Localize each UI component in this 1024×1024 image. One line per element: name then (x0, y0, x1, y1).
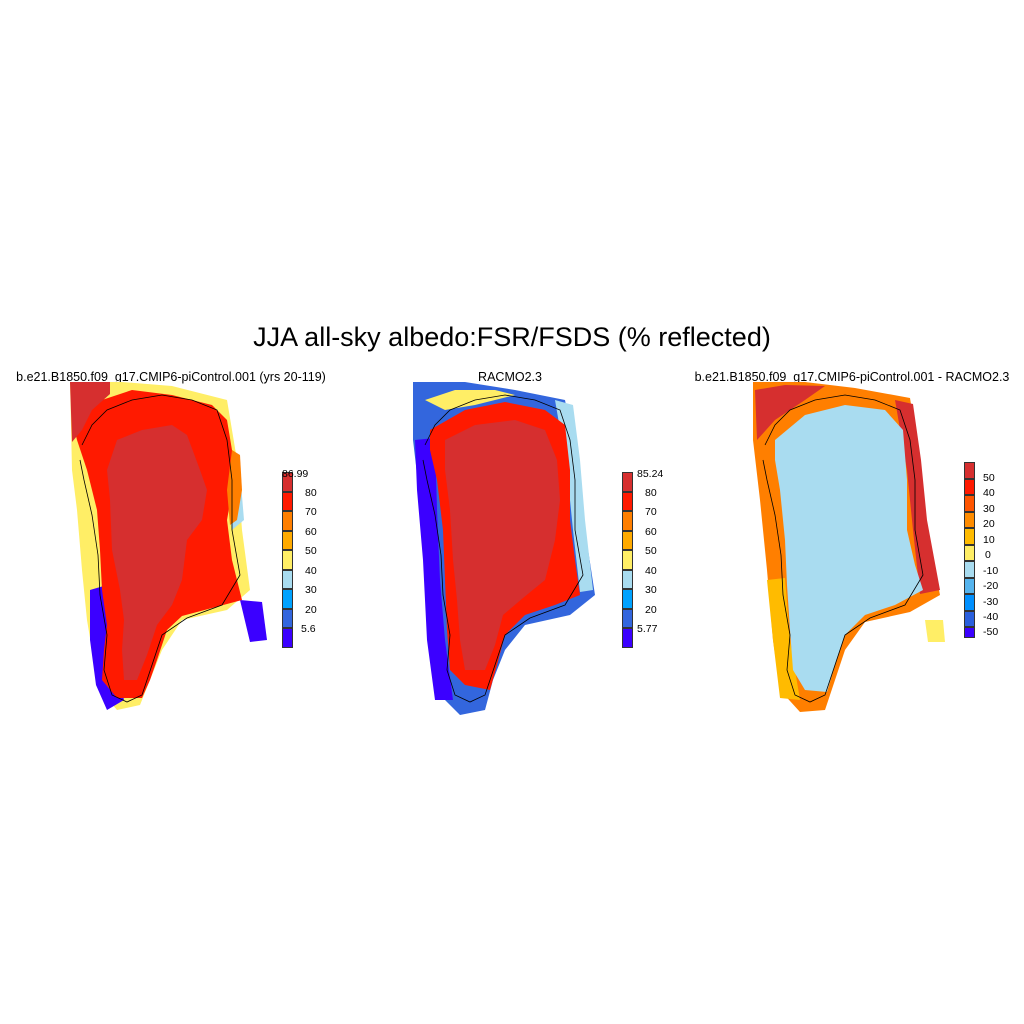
colorbar-swatch (622, 589, 633, 609)
map-coastline (79, 394, 241, 703)
colorbar-label: 50 (305, 545, 317, 557)
colorbar-label: 30 (983, 503, 995, 515)
colorbar-label: -10 (983, 565, 999, 577)
colorbar-label: 85.24 (637, 468, 664, 480)
colorbar-swatch (622, 530, 633, 550)
colorbar-swatch (622, 491, 633, 511)
colorbar-label: 50 (983, 472, 995, 484)
colorbar-label: 80 (305, 487, 317, 499)
colorbar-swatch (964, 478, 975, 495)
colorbar-label: 50 (645, 545, 657, 557)
colorbar-label: 70 (305, 506, 317, 518)
colorbar-label: 20 (983, 518, 995, 530)
colorbar-swatch (282, 511, 293, 531)
colorbar-label: -30 (983, 596, 999, 608)
colorbar-label: -40 (983, 611, 999, 623)
colorbar-swatch (282, 491, 293, 511)
colorbar-label: 40 (305, 565, 317, 577)
colorbar-label: 20 (305, 604, 317, 616)
colorbar-swatch (622, 472, 633, 492)
map-interior-zone (775, 405, 923, 692)
colorbar-swatch (964, 610, 975, 627)
figure-title: JJA all-sky albedo:FSR/FSDS (% reflected… (253, 322, 771, 352)
map-coastline (422, 394, 584, 703)
map-coastline (762, 394, 924, 703)
colorbar-swatch (622, 550, 633, 570)
colorbar-label: -20 (983, 580, 999, 592)
colorbar-swatch (282, 608, 293, 628)
colorbar-swatch (282, 550, 293, 570)
panel-title-difference: b.e21.B1850.f09_g17.CMIP6-piControl.001 … (694, 370, 1010, 384)
colorbar-swatch (964, 495, 975, 512)
colorbar-label: 80 (645, 487, 657, 499)
colorbar-swatch (964, 544, 975, 561)
colorbar-swatch (964, 462, 975, 479)
colorbar-label: 30 (645, 584, 657, 596)
colorbar-swatch (964, 561, 975, 578)
colorbar-swatch (964, 594, 975, 611)
colorbar-label: 60 (305, 526, 317, 538)
colorbar-swatch (622, 511, 633, 531)
greenland-map-racmo (413, 382, 595, 715)
map-interior-zone (445, 420, 560, 670)
colorbar-label: 40 (645, 565, 657, 577)
colorbar-label: 86.99 (282, 468, 309, 480)
map-interior-zone (107, 425, 207, 680)
colorbar-swatch (282, 472, 293, 492)
colorbar-swatch (282, 530, 293, 550)
colorbar-swatch (964, 627, 975, 638)
colorbar-swatch (964, 528, 975, 545)
colorbar-swatch (282, 569, 293, 589)
panel-title-model: b.e21.B1850.f09_g17.CMIP6-piControl.001 … (16, 370, 326, 384)
colorbar-label: 70 (645, 506, 657, 518)
greenland-map-difference (753, 382, 945, 712)
colorbar-label: 5.6 (301, 623, 316, 635)
colorbar-label: -50 (983, 626, 999, 638)
colorbar-label: 40 (983, 487, 995, 499)
colorbar-swatch (964, 511, 975, 528)
colorbar-label: 5.77 (637, 623, 658, 635)
colorbar-label: 20 (645, 604, 657, 616)
colorbar-label: 30 (305, 584, 317, 596)
colorbar-swatch (622, 569, 633, 589)
colorbar-label: 60 (645, 526, 657, 538)
map-northwest-cap (70, 382, 110, 442)
colorbar-label: 10 (983, 534, 995, 546)
colorbar-swatch (282, 628, 293, 648)
colorbar-swatch (964, 577, 975, 594)
colorbar-swatch (622, 628, 633, 648)
colorbar-label: 0 (985, 549, 991, 561)
panel-title-racmo: RACMO2.3 (478, 370, 542, 384)
greenland-map-model (70, 382, 267, 710)
colorbar-swatch (282, 589, 293, 609)
colorbar-swatch (622, 608, 633, 628)
